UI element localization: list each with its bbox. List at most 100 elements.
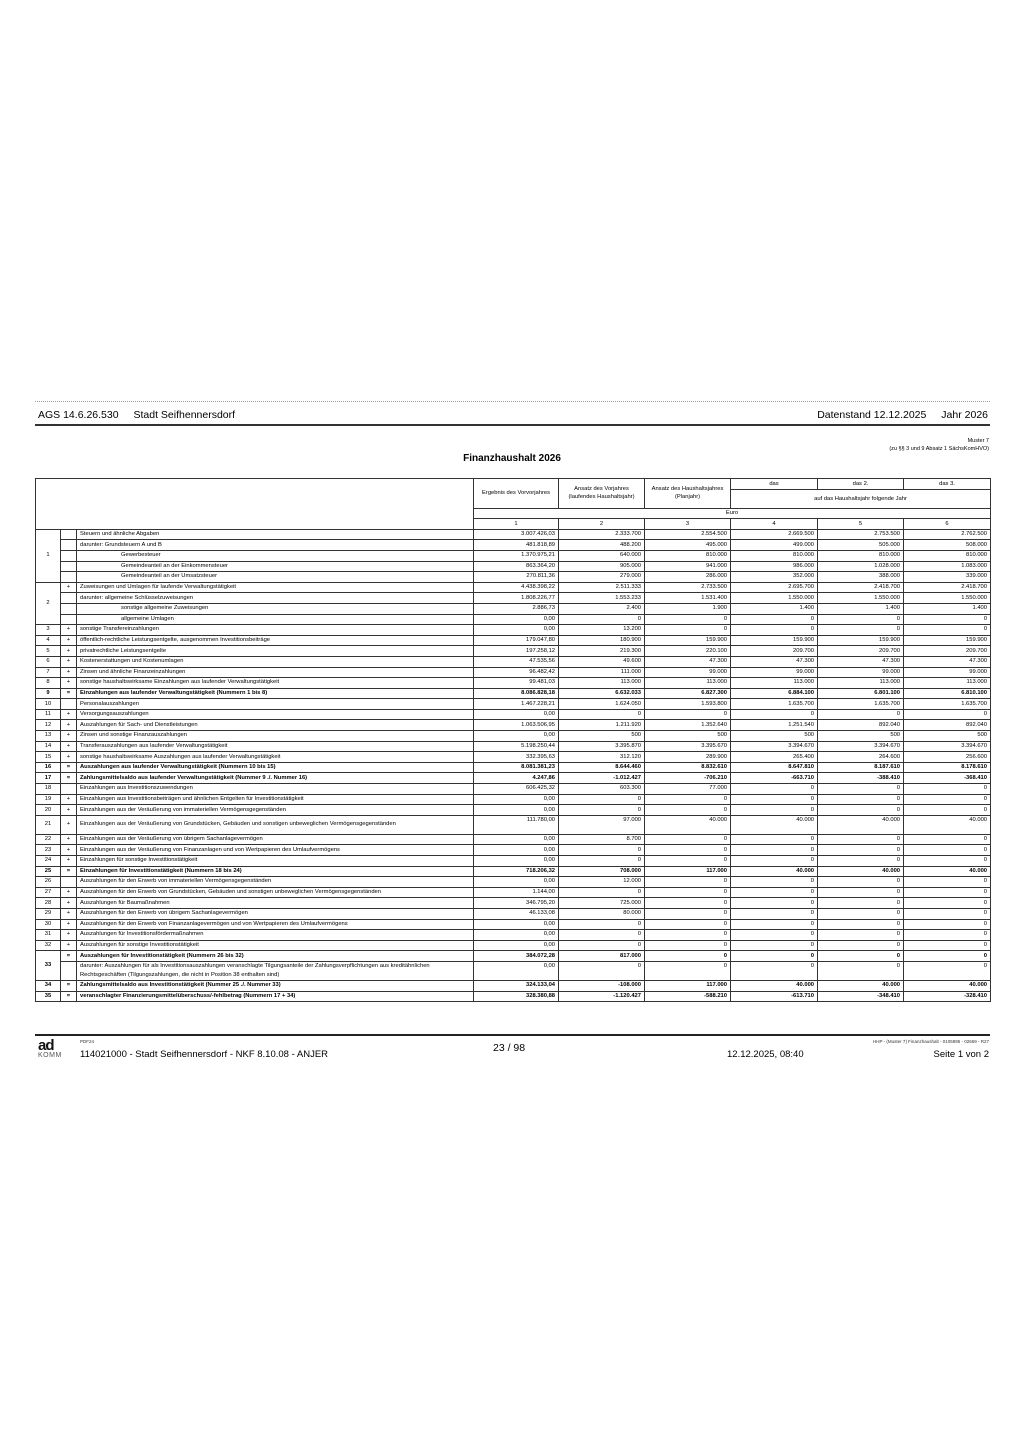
value-col-1: 1.063.506,95: [473, 719, 560, 732]
row-label: allgemeine Umlagen: [75, 613, 475, 626]
value-col-5: 505.000: [817, 539, 905, 551]
value-col-6: 0: [903, 939, 992, 952]
value-col-3: 117.000: [644, 979, 732, 992]
row-sign: +: [60, 666, 77, 679]
value-col-2: 725.000: [558, 897, 646, 909]
value-col-3: 99.000: [644, 666, 732, 679]
value-col-2: -1.120.427: [558, 990, 646, 1003]
value-col-5: 500: [817, 730, 905, 742]
value-col-2: 1.211.920: [558, 719, 646, 732]
value-col-4: 0: [730, 886, 819, 899]
value-col-1: 328.380,88: [473, 990, 560, 1003]
row-number: 15: [35, 751, 61, 763]
row-sign: =: [60, 761, 77, 774]
value-col-4: 0: [730, 950, 819, 962]
value-col-5: 0: [817, 886, 905, 899]
row-sign: +: [60, 886, 77, 899]
table-row: Gemeindeanteil an der Umsatzsteuer 270.81…: [36, 571, 992, 583]
value-col-4: 0: [730, 907, 819, 920]
value-col-1: 5.198.250,44: [473, 740, 560, 753]
row-number: 24: [35, 855, 61, 867]
value-col-4: 810.000: [730, 549, 819, 562]
row-number: 18: [35, 783, 61, 795]
value-col-4: 0: [730, 804, 819, 816]
value-col-1: 270.811,36: [473, 571, 560, 583]
value-col-1: 179.047,80: [473, 634, 560, 647]
row-label: privatrechtliche Leistungsentgelte: [75, 645, 475, 657]
value-col-1: 346.795,20: [473, 897, 560, 909]
value-col-1: 0,00: [473, 793, 560, 806]
col-number-3: 3: [644, 518, 732, 530]
row-number: 2: [35, 581, 61, 626]
row-number: 16: [35, 761, 61, 774]
value-col-6: 256.600: [903, 751, 992, 763]
value-col-3: 0: [644, 939, 732, 952]
value-col-5: -388.410: [817, 772, 905, 785]
value-col-4: 40.000: [730, 814, 819, 835]
row-number: 6: [35, 655, 61, 668]
row-number: 1: [35, 528, 61, 583]
row-label: veranschlagter Finanzierungsmittelübersc…: [75, 990, 475, 1003]
value-col-1: 0,00: [473, 804, 560, 816]
value-col-6: 99.000: [903, 666, 992, 679]
value-col-4: 1.550.000: [730, 592, 819, 604]
value-col-6: 209.700: [903, 645, 992, 657]
row-label: Auszahlungen für den Erwerb von Finanzan…: [75, 918, 475, 931]
value-col-3: 495.000: [644, 539, 732, 551]
value-col-5: 40.000: [817, 814, 905, 835]
col-header-1: Ergebnis des Vorvorjahres: [473, 478, 560, 509]
value-col-5: 2.753.500: [817, 528, 905, 541]
row-label: Einzahlungen aus der Veräußerung von imm…: [75, 804, 475, 816]
table-row: darunter: Auszahlungen für als Investiti…: [36, 960, 992, 981]
value-col-6: 500: [903, 730, 992, 742]
value-col-2: 488.200: [558, 539, 646, 551]
value-col-3: 113.000: [644, 677, 732, 689]
table-row: 16 = Auszahlungen aus laufender Verwaltung…: [35, 761, 992, 774]
row-label: öffentlich-rechtliche Leistungsentgelte,…: [75, 634, 475, 647]
value-col-3: 810.000: [644, 549, 732, 562]
table-row: 23 + Einzahlungen aus der Veräußerung von …: [35, 844, 992, 856]
row-sign: +: [60, 844, 77, 856]
col-number-5: 5: [817, 518, 905, 530]
value-col-3: 286.000: [644, 571, 732, 583]
value-col-5: 0: [817, 929, 905, 941]
value-col-4: 0: [730, 855, 819, 867]
value-col-4: 0: [730, 783, 819, 795]
value-col-2: 0: [558, 918, 646, 931]
row-sign: =: [60, 950, 77, 962]
row-sign: +: [60, 929, 77, 941]
row-label: Kostenerstattungen und Kostenumlagen: [75, 655, 475, 668]
value-col-2: 6.632.033: [558, 687, 646, 700]
value-col-3: 40.000: [644, 814, 732, 835]
row-sign: +: [60, 645, 77, 657]
row-label: Einzahlungen aus der Veräußerung von übr…: [75, 833, 475, 846]
table-row: 33 = Auszahlungen für Investitionstätigkei…: [35, 950, 992, 981]
value-col-4: 99.000: [730, 666, 819, 679]
adkomm-logo: ad KOMM: [38, 1037, 62, 1059]
value-col-2: 1.624.050: [558, 698, 646, 710]
value-col-2: 0: [558, 960, 646, 981]
row-label: sonstige haushaltswirksame Einzahlungen …: [75, 677, 475, 689]
row-sign: +: [60, 804, 77, 816]
row-sign: +: [60, 814, 77, 835]
value-col-4: 0: [730, 793, 819, 806]
value-col-4: 0: [730, 613, 819, 626]
row-label: sonstige allgemeine Zuweisungen: [75, 602, 475, 615]
value-col-1: 197.258,12: [473, 645, 560, 657]
value-col-3: 1.900: [644, 602, 732, 615]
value-col-6: 892.040: [903, 719, 992, 732]
row-label: Zuweisungen und Umlagen für laufende Ver…: [75, 581, 475, 594]
value-col-2: 0: [558, 613, 646, 626]
value-col-4: 0: [730, 833, 819, 846]
value-col-4: 0: [730, 624, 819, 636]
col-header-5: das 2.: [817, 478, 905, 490]
value-col-2: 49.600: [558, 655, 646, 668]
table-row: 7 + Zinsen und ähnliche Finanzeinzahlungen…: [35, 666, 992, 679]
row-label: Steuern und ähnliche Abgaben: [75, 528, 475, 541]
page-title: Finanzhaushalt 2026: [463, 453, 561, 464]
row-number: 31: [35, 929, 61, 941]
row-sign: +: [60, 581, 77, 594]
value-col-3: 0: [644, 876, 732, 888]
value-col-1: 718.206,32: [473, 865, 560, 878]
value-col-4: 0: [730, 876, 819, 888]
